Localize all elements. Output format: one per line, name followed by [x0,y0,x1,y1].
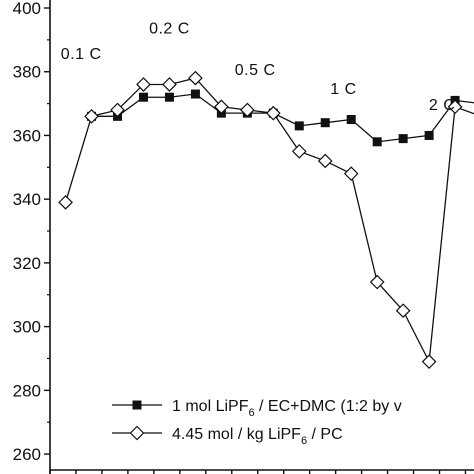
rate-label: 0.2 C [149,20,190,37]
data-point-square [164,92,174,102]
y-tick-label: 320 [13,254,41,273]
data-point-diamond [162,77,177,92]
legend-entry-1: 4.45 mol / kg LiPF6 / PC [112,425,343,447]
series-1 [58,70,474,370]
rate-label: 0.5 C [235,62,276,79]
legend: 1 mol LiPF6 / EC+DMC (1:2 by v 4.45 mol /… [112,398,402,447]
y-tick-label: 340 [13,190,41,209]
series-line [64,77,474,364]
data-point-square [320,118,330,128]
axes: 260 280 300 320 340 360 380 400 [13,0,474,474]
data-point-diamond [84,108,99,124]
data-point-diamond [214,99,229,115]
data-point-diamond [395,303,411,319]
data-point-square [138,92,148,102]
data-point-diamond [136,77,151,92]
rate-label: 2 C [429,97,455,114]
data-point-square [398,134,408,144]
y-tick-label: 360 [13,126,41,145]
data-point-square [294,121,304,131]
data-point-diamond [110,102,125,118]
legend-marker-square [132,400,142,410]
series-line [91,93,474,143]
legend-label: 4.45 mol / kg LiPF6 / PC [172,426,343,447]
rate-label: 1 C [330,81,356,98]
data-point-diamond [291,144,307,159]
data-point-diamond [421,354,437,370]
y-tick-label: 380 [13,63,41,82]
series-0 [87,89,474,147]
data-point-diamond [265,105,281,121]
series-layer [58,70,474,370]
legend-entry-0: 1 mol LiPF6 / EC+DMC (1:2 by v [112,398,402,419]
y-tick-label: 280 [13,381,41,400]
data-point-diamond [317,153,333,169]
data-point-diamond [369,274,385,290]
legend-marker-diamond [129,425,145,441]
data-point-diamond [447,99,463,115]
data-point-diamond [343,166,359,182]
data-point-square [372,137,382,147]
y-tick-label: 260 [13,445,41,464]
data-point-diamond [58,195,73,210]
y-tick-label: 400 [13,0,41,18]
y-tick-label: 300 [13,318,41,337]
data-point-diamond [188,70,203,86]
data-point-square [346,115,356,125]
legend-label: 1 mol LiPF6 / EC+DMC (1:2 by v [172,398,402,419]
data-point-diamond [239,102,255,118]
rate-labels: 0.1 C0.2 C0.5 C1 C2 C0 [61,20,455,114]
rate-label: 0.1 C [61,46,102,63]
data-point-square [424,130,434,140]
data-point-square [190,89,200,99]
